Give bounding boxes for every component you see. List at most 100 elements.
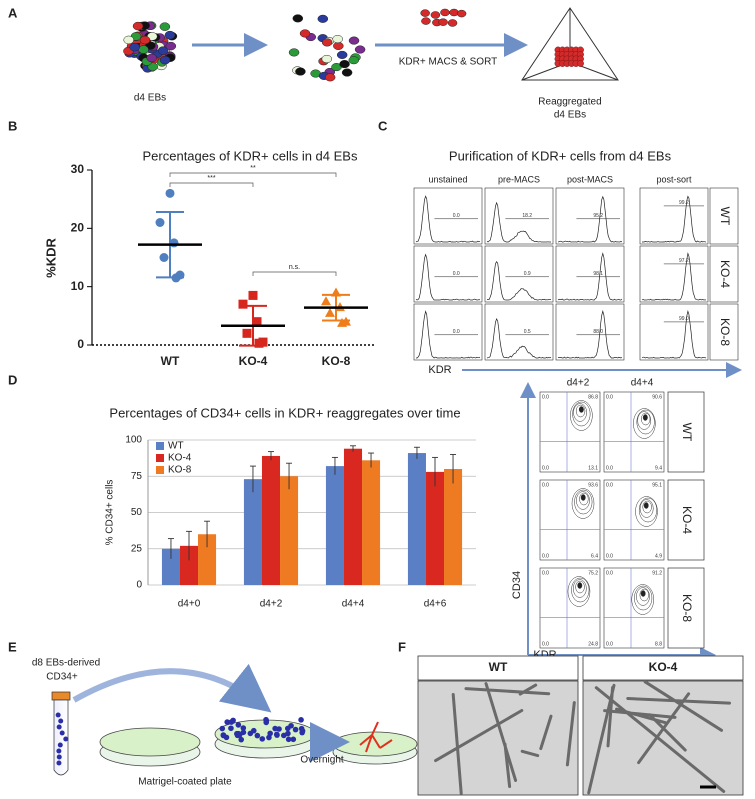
bar — [179, 545, 199, 585]
gate-value: 18.2 — [522, 213, 532, 219]
cell — [292, 14, 304, 23]
y-axis-label: % CD34+ cells — [105, 480, 116, 546]
histogram — [641, 252, 707, 301]
legend-label: KO-8 — [168, 465, 192, 476]
cell — [59, 730, 65, 736]
gate-value: 0.0 — [453, 271, 460, 277]
contour — [640, 590, 646, 597]
cell — [146, 53, 157, 63]
point — [337, 317, 347, 327]
panel-label: E — [8, 639, 17, 654]
chart-title: Percentages of KDR+ cells in d4 EBs — [143, 148, 358, 163]
quadrant-value: 0.0 — [606, 482, 613, 488]
cell — [288, 48, 300, 57]
cell — [63, 736, 69, 742]
contour-frame — [603, 479, 665, 561]
y-tick-label: 20 — [71, 221, 85, 235]
panel-label: A — [8, 5, 18, 20]
gate-value: 0.5 — [524, 329, 531, 335]
histogram — [415, 253, 481, 301]
contour — [633, 408, 656, 439]
cell — [348, 56, 360, 65]
cell — [129, 42, 140, 52]
cell — [139, 35, 151, 45]
cell — [159, 22, 171, 31]
quadrant-value: 4.9 — [655, 553, 662, 559]
cell — [123, 35, 134, 45]
row-label: WT — [718, 207, 732, 226]
y-axis-label: %KDR — [43, 238, 58, 278]
histogram — [486, 201, 551, 243]
contour — [578, 406, 584, 413]
axis-label: CD34 — [511, 571, 523, 599]
cell — [332, 35, 343, 44]
cell — [263, 718, 270, 724]
tube-network — [587, 680, 731, 795]
quadrant-value: 13.1 — [588, 465, 598, 471]
point — [321, 296, 331, 306]
column-label: unstained — [428, 174, 467, 184]
pyramid — [521, 7, 619, 81]
panel-label: B — [8, 118, 17, 133]
quadrant-value: 95.1 — [652, 482, 662, 488]
bar — [280, 476, 299, 585]
histogram-frame — [555, 187, 625, 245]
cell — [298, 717, 304, 723]
cell — [299, 29, 311, 38]
cell — [421, 17, 431, 25]
y-tick-label: 50 — [131, 507, 143, 518]
contour — [634, 585, 653, 611]
x-tick-label: d4+6 — [424, 599, 447, 610]
cell — [321, 54, 333, 64]
contour — [642, 500, 652, 514]
y-tick-label: 100 — [125, 435, 142, 446]
cell — [324, 73, 336, 82]
gate-value: 99.0 — [679, 316, 689, 322]
gate-value: 98.1 — [593, 271, 603, 277]
row-label-box — [667, 479, 705, 561]
row-label: KO-4 — [718, 260, 732, 288]
row-label-box — [709, 187, 739, 245]
cell — [240, 725, 247, 731]
x-tick-label: d4+4 — [342, 599, 365, 610]
row-label: KO-4 — [680, 506, 694, 534]
contour — [635, 496, 658, 527]
cell — [336, 50, 348, 59]
cell — [164, 30, 176, 40]
cell — [321, 38, 333, 47]
y-tick-label: 0 — [77, 337, 84, 351]
x-tick-label: KO-8 — [322, 354, 351, 368]
legend-label: WT — [168, 441, 184, 452]
bar — [261, 455, 281, 585]
column-label: post-MACS — [567, 174, 613, 184]
histogram-frame — [413, 245, 483, 303]
image-label: WT — [489, 660, 508, 674]
bar — [198, 534, 217, 585]
contour — [572, 401, 591, 427]
tubes-network — [359, 721, 393, 753]
quadrant-value: 0.0 — [542, 394, 549, 400]
bar — [407, 453, 426, 585]
histogram-frame — [413, 187, 483, 245]
histogram — [557, 309, 623, 359]
cell — [58, 718, 64, 724]
point — [238, 299, 248, 309]
cell — [292, 726, 299, 733]
micrograph — [417, 680, 579, 796]
cell — [354, 45, 366, 54]
row-label: KO-8 — [718, 318, 732, 346]
contour — [638, 497, 658, 523]
bracket — [169, 172, 337, 177]
x-tick-label: WT — [161, 354, 180, 368]
bar — [325, 466, 344, 585]
chart-title: Percentages of CD34+ cells in KDR+ reagg… — [109, 405, 460, 420]
cell — [157, 46, 169, 55]
histogram — [416, 310, 481, 359]
image-header — [417, 655, 579, 681]
quadrant-value: 0.0 — [542, 482, 549, 488]
cell — [56, 748, 62, 754]
contour — [636, 587, 650, 606]
row-label: WT — [680, 423, 694, 442]
contour — [575, 580, 585, 594]
cell — [348, 36, 360, 45]
